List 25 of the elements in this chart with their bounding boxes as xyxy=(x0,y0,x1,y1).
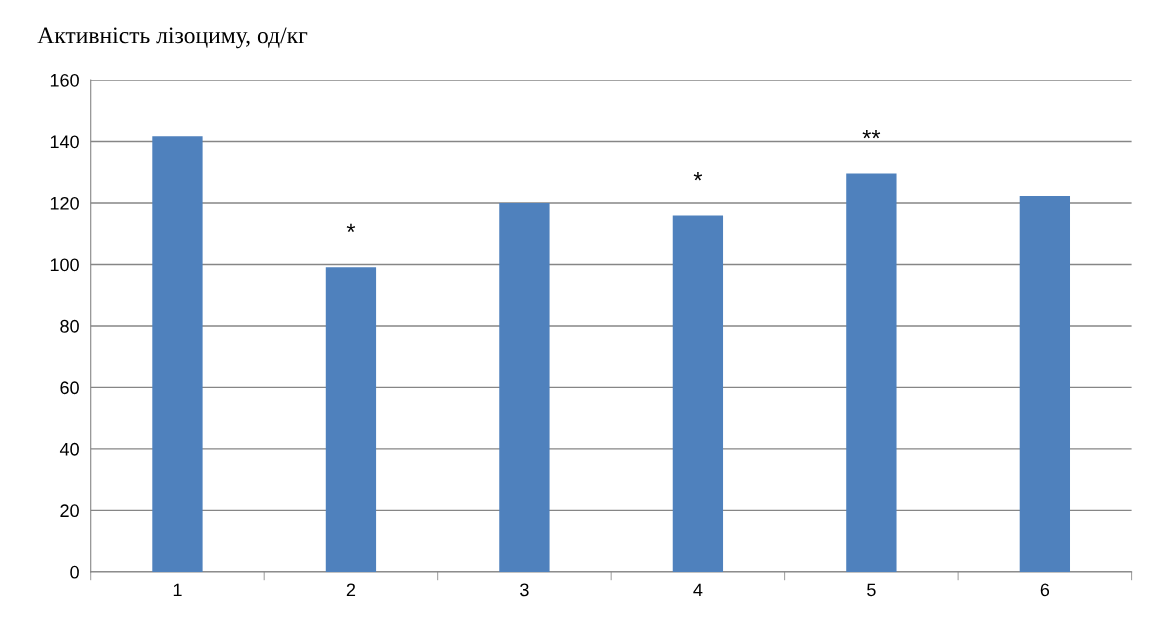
y-tick-label: 120 xyxy=(50,196,79,210)
y-axis-title: Активність лізоциму, од/кг xyxy=(37,27,308,49)
y-tick-label: 0 xyxy=(70,565,79,579)
bar xyxy=(1019,195,1071,572)
bar xyxy=(325,267,377,572)
x-tick-label: 5 xyxy=(867,583,876,597)
x-tick-label: 6 xyxy=(1040,583,1050,597)
y-tick-label: 40 xyxy=(59,442,79,456)
x-tick-label: 1 xyxy=(173,583,182,597)
bar xyxy=(846,173,897,572)
x-tick-label: 2 xyxy=(346,583,356,597)
annotation: ** xyxy=(862,129,881,139)
x-tick-label: 4 xyxy=(693,583,703,597)
y-tick-label: 60 xyxy=(60,381,79,395)
bar xyxy=(672,215,724,572)
annotation: * xyxy=(693,172,703,181)
annotation: * xyxy=(346,223,356,233)
y-tick-label: 160 xyxy=(50,73,79,87)
y-tick-label: 20 xyxy=(60,504,79,518)
bar xyxy=(499,202,550,572)
y-tick-label: 100 xyxy=(50,258,79,272)
bar xyxy=(152,136,203,572)
x-tick-label: 3 xyxy=(520,583,529,597)
y-tick-label: 140 xyxy=(50,135,79,149)
y-tick-label: 80 xyxy=(60,319,79,333)
